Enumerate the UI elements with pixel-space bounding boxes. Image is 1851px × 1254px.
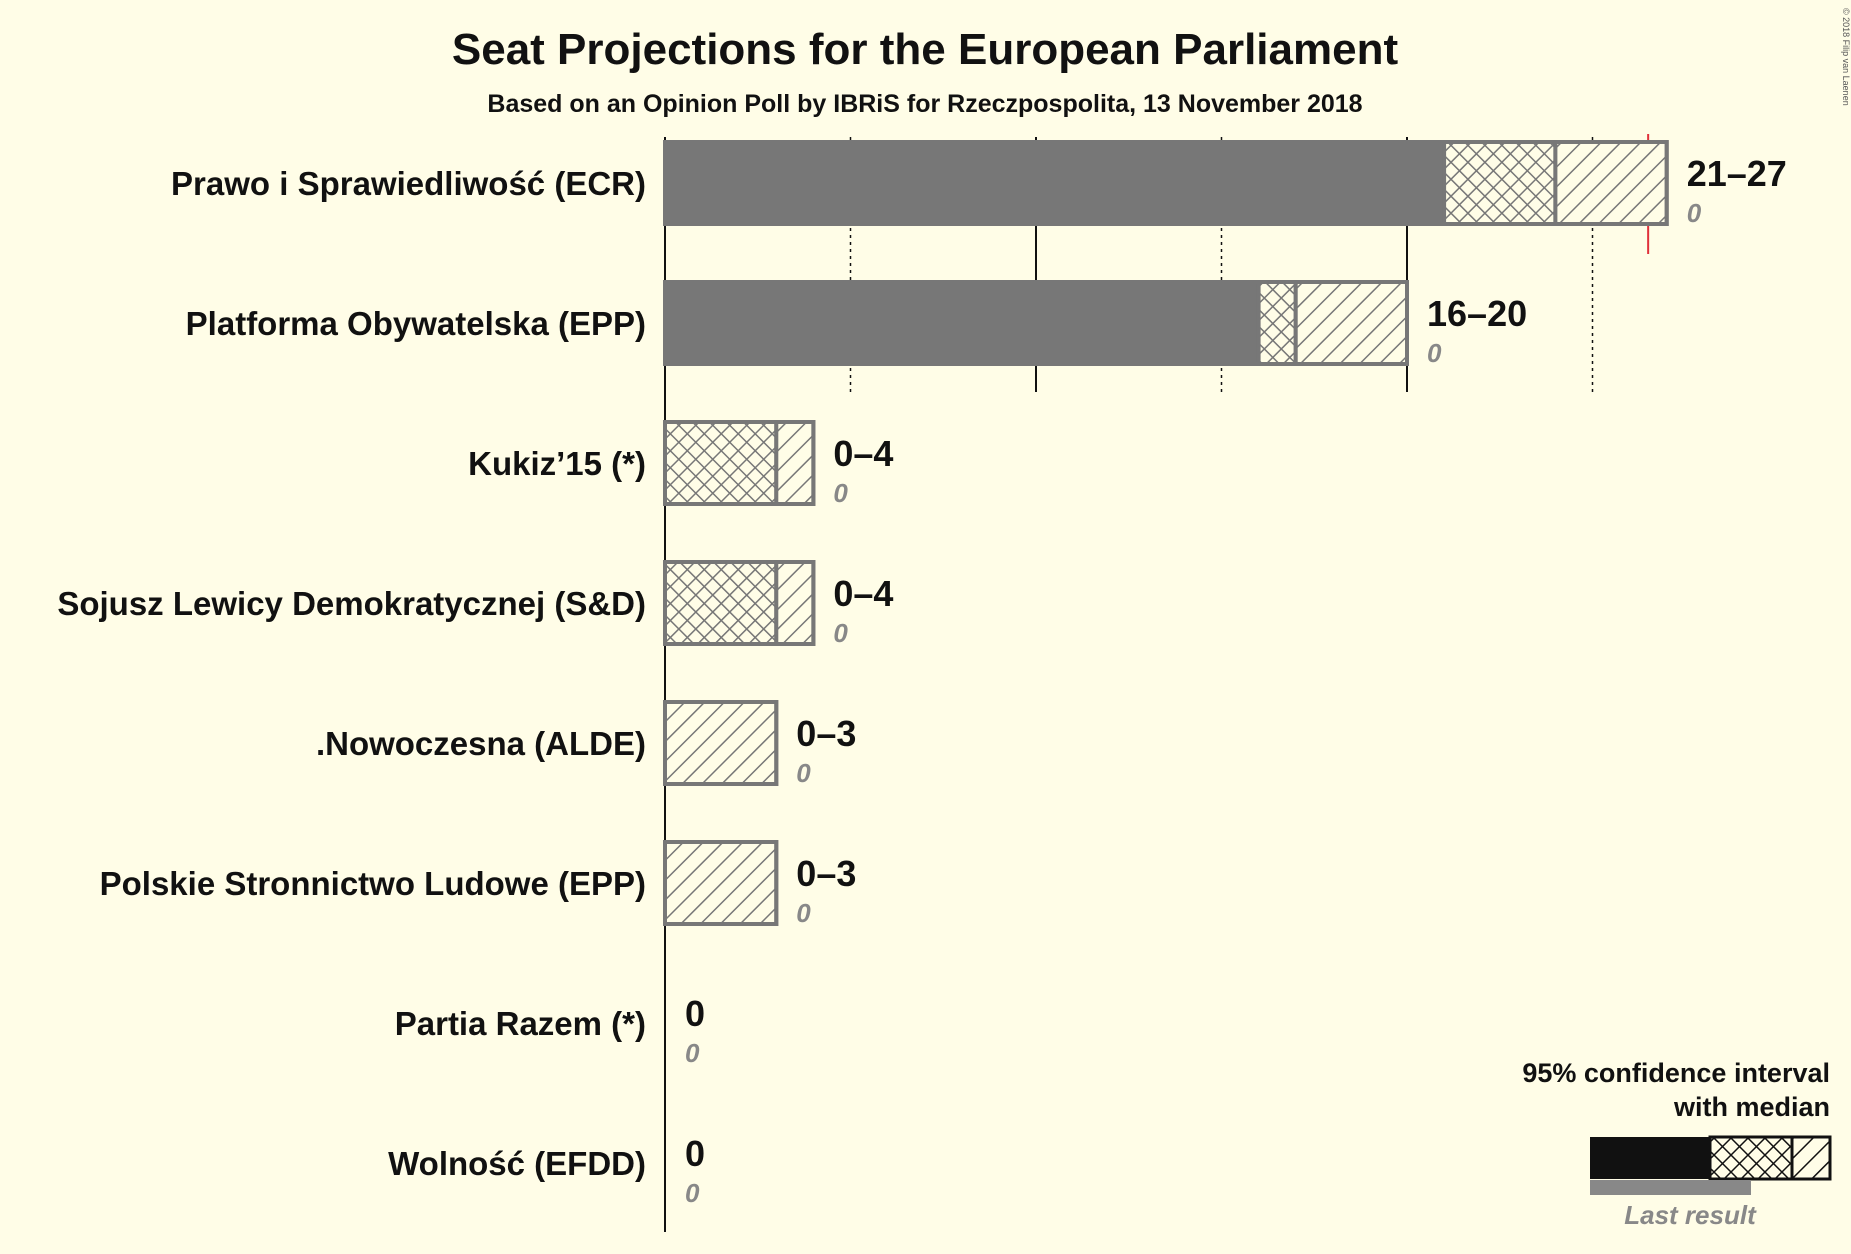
legend-upper-bar xyxy=(1790,1135,1832,1181)
bar-lower-interval xyxy=(663,420,779,506)
party-row: Sojusz Lewicy Demokratycznej (S&D) 0–4 0 xyxy=(57,560,893,648)
range-label: 0–3 xyxy=(796,713,856,754)
bar-lower-interval xyxy=(1442,140,1558,226)
party-row: Polskie Stronnictwo Ludowe (EPP) 0–3 0 xyxy=(100,840,856,928)
range-label: 0 xyxy=(685,1133,705,1174)
legend-median-bar xyxy=(1708,1135,1794,1181)
party-row: Partia Razem (*) 0 0 xyxy=(395,993,705,1068)
bar-outline xyxy=(663,280,1409,366)
party-label: Sojusz Lewicy Demokratycznej (S&D) xyxy=(57,585,646,622)
bar-upper-interval xyxy=(663,840,779,926)
party-label: Prawo i Sprawiedliwość (ECR) xyxy=(171,165,646,202)
bar-outline xyxy=(663,420,816,506)
last-result-label: 0 xyxy=(796,898,811,928)
bar-upper-interval xyxy=(774,420,816,506)
last-result-label: 0 xyxy=(685,1178,700,1208)
range-label: 21–27 xyxy=(1687,153,1787,194)
chart-subtitle: Based on an Opinion Poll by IBRiS for Rz… xyxy=(487,90,1362,118)
last-result-label: 0 xyxy=(1687,198,1702,228)
bar-upper-interval xyxy=(1293,280,1409,366)
party-label: Polskie Stronnictwo Ludowe (EPP) xyxy=(100,865,646,902)
legend-line2: with median xyxy=(1673,1092,1830,1122)
bar-solid xyxy=(665,282,1259,364)
bar-outline xyxy=(663,140,1669,226)
bar-upper-interval xyxy=(774,560,816,646)
last-result-label: 0 xyxy=(796,758,811,788)
party-label: Partia Razem (*) xyxy=(395,1005,646,1042)
party-rows: Prawo i Sprawiedliwość (ECR) 21–270Platfo… xyxy=(57,140,1787,1208)
bar-solid xyxy=(665,142,1445,224)
range-label: 16–20 xyxy=(1427,293,1527,334)
chart-title: Seat Projections for the European Parlia… xyxy=(452,25,1399,74)
range-label: 0–4 xyxy=(833,433,893,474)
legend-last-result-bar xyxy=(1590,1180,1751,1195)
bar-outline xyxy=(663,560,816,646)
party-label: Platforma Obywatelska (EPP) xyxy=(186,305,646,342)
last-result-label: 0 xyxy=(833,618,848,648)
range-label: 0–3 xyxy=(796,853,856,894)
last-result-label: 0 xyxy=(685,1038,700,1068)
bar-outline xyxy=(663,700,779,786)
party-row: Kukiz’15 (*) 0–4 0 xyxy=(468,420,893,508)
legend: 95% confidence interval with median Last… xyxy=(1522,1058,1832,1230)
legend-line1: 95% confidence interval xyxy=(1522,1058,1830,1088)
party-row: Prawo i Sprawiedliwość (ECR) 21–27 0 xyxy=(171,140,1787,228)
bar-lower-interval xyxy=(663,560,779,646)
range-label: 0–4 xyxy=(833,573,893,614)
party-row: .Nowoczesna (ALDE) 0–3 0 xyxy=(316,700,856,788)
bar-lower-interval xyxy=(1256,280,1298,366)
bar-upper-interval xyxy=(1553,140,1669,226)
bar-outline xyxy=(663,840,779,926)
range-label: 0 xyxy=(685,993,705,1034)
copyright-note: © 2018 Filip van Laenen xyxy=(1841,8,1851,106)
bar-upper-interval xyxy=(663,700,779,786)
party-label: .Nowoczesna (ALDE) xyxy=(316,725,646,762)
party-label: Wolność (EFDD) xyxy=(388,1145,646,1182)
party-row: Platforma Obywatelska (EPP) 16–20 0 xyxy=(186,280,1527,368)
party-row: Wolność (EFDD) 0 0 xyxy=(388,1133,705,1208)
legend-solid-bar xyxy=(1590,1137,1710,1179)
last-result-label: 0 xyxy=(1427,338,1442,368)
last-result-label: 0 xyxy=(833,478,848,508)
party-label: Kukiz’15 (*) xyxy=(468,445,646,482)
legend-last-result-label: Last result xyxy=(1624,1200,1757,1230)
